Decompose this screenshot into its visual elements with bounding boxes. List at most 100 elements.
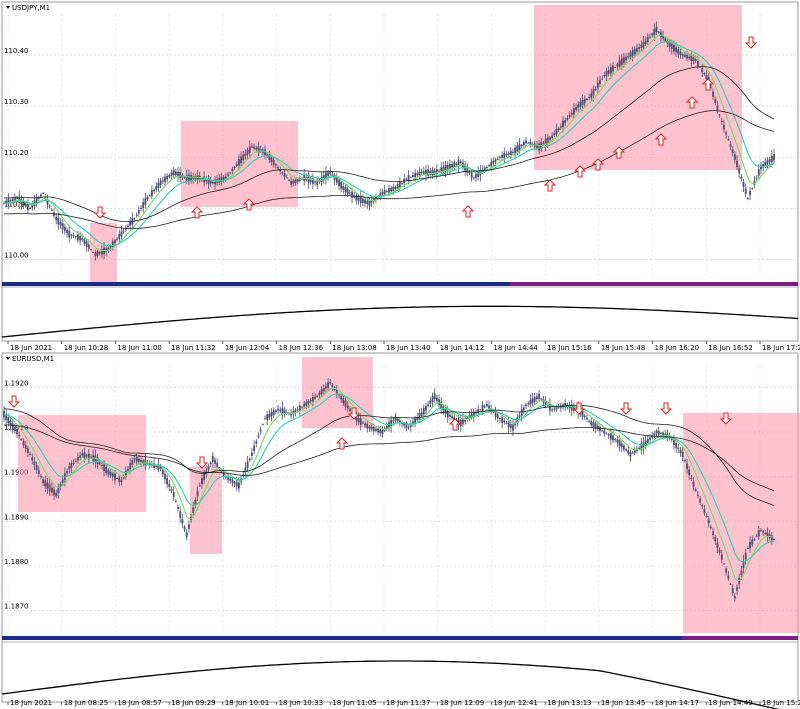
candle-body bbox=[418, 413, 421, 420]
candle-body bbox=[235, 481, 238, 487]
candle-body bbox=[549, 404, 551, 411]
candle-body bbox=[603, 430, 606, 434]
candle-body bbox=[668, 42, 671, 47]
candle-body bbox=[124, 470, 127, 477]
candle-body bbox=[657, 430, 660, 435]
candle-body bbox=[185, 532, 188, 538]
candle-body bbox=[629, 52, 632, 58]
ema-slow-line bbox=[3, 393, 775, 563]
candle-body bbox=[435, 397, 438, 401]
candle-body bbox=[3, 203, 5, 205]
candle-body bbox=[142, 460, 145, 464]
buy-arrow-icon bbox=[461, 205, 475, 218]
candle-body bbox=[187, 174, 190, 181]
candle-body bbox=[633, 48, 636, 55]
candle-body bbox=[194, 499, 197, 505]
candle-body bbox=[568, 115, 571, 118]
candle-body bbox=[355, 416, 358, 421]
candle-body bbox=[701, 68, 704, 73]
candle-body bbox=[729, 143, 732, 147]
candle-body bbox=[74, 460, 77, 462]
candle-body bbox=[114, 473, 116, 480]
candle-body bbox=[222, 176, 225, 181]
candle-body bbox=[13, 426, 16, 432]
candle-body bbox=[446, 410, 449, 418]
candle-body bbox=[298, 177, 301, 181]
candle-body bbox=[570, 404, 573, 411]
candle-body bbox=[214, 179, 216, 185]
candle-body bbox=[514, 422, 517, 426]
candle-body bbox=[755, 177, 758, 179]
y-tick-label: 110.20 bbox=[4, 149, 29, 157]
candle-body bbox=[570, 112, 573, 115]
candle-body bbox=[214, 459, 216, 464]
candle-body bbox=[57, 487, 60, 493]
highlight-zone bbox=[18, 415, 146, 512]
candle-body bbox=[22, 201, 25, 206]
candle-body bbox=[268, 154, 271, 160]
candle-body bbox=[538, 393, 540, 399]
candle-body bbox=[546, 137, 549, 143]
candle-body bbox=[357, 417, 360, 423]
candle-body bbox=[135, 214, 138, 216]
candle-body bbox=[279, 409, 282, 412]
candle-body bbox=[485, 404, 488, 407]
candle-body bbox=[566, 117, 569, 120]
candle-body bbox=[37, 197, 40, 199]
candle-body bbox=[692, 57, 695, 61]
candle-body bbox=[720, 554, 723, 560]
buy-arrow-icon bbox=[701, 78, 715, 91]
candle-body bbox=[44, 196, 47, 198]
candle-body bbox=[229, 478, 232, 481]
candle-body bbox=[625, 449, 627, 451]
x-tick-label: 18 Jun 09:29 bbox=[171, 699, 215, 707]
candle-body bbox=[33, 461, 36, 466]
panel-frame bbox=[1, 1, 799, 342]
candle-body bbox=[616, 63, 619, 67]
candle-body bbox=[499, 156, 501, 158]
candle-body bbox=[588, 97, 591, 99]
candle-body bbox=[599, 426, 601, 432]
candle-body bbox=[503, 152, 506, 159]
candle-body bbox=[98, 462, 101, 465]
candle-body bbox=[623, 57, 625, 63]
candle-body bbox=[586, 98, 588, 100]
candle-body bbox=[720, 120, 723, 123]
candle-body bbox=[449, 163, 451, 170]
candle-body bbox=[248, 458, 251, 461]
candle-body bbox=[251, 146, 253, 148]
buy-arrow-icon bbox=[190, 206, 204, 219]
candle-body bbox=[329, 170, 332, 175]
candle-body bbox=[438, 399, 440, 406]
candle-body bbox=[701, 505, 704, 507]
y-tick-label: 1.1900 bbox=[4, 469, 29, 477]
candle-body bbox=[111, 473, 114, 477]
candle-body bbox=[231, 168, 234, 172]
x-tick-label: 18 Jun 12:36 bbox=[279, 344, 324, 352]
candle-body bbox=[459, 161, 462, 164]
candle-body bbox=[475, 174, 477, 178]
candle-body bbox=[438, 170, 440, 172]
oscillator-line bbox=[1, 660, 780, 709]
candle-body bbox=[444, 408, 447, 415]
candle-body bbox=[137, 458, 140, 462]
candle-body bbox=[53, 212, 55, 217]
candle-body bbox=[627, 450, 630, 454]
candle-body bbox=[710, 526, 712, 528]
candle-body bbox=[616, 439, 619, 443]
candle-body bbox=[723, 563, 725, 565]
candle-body bbox=[309, 399, 312, 402]
candle-body bbox=[109, 245, 112, 248]
candle-body bbox=[203, 473, 206, 480]
candle-body bbox=[479, 409, 482, 411]
candle-body bbox=[111, 241, 114, 247]
candle-body bbox=[294, 409, 297, 413]
sell-arrow-icon bbox=[659, 402, 673, 415]
candle-body bbox=[740, 176, 743, 179]
candle-body bbox=[731, 149, 734, 154]
candle-body bbox=[572, 405, 575, 411]
candle-body bbox=[392, 420, 395, 422]
candle-body bbox=[174, 171, 177, 176]
candle-body bbox=[477, 171, 480, 177]
candle-body bbox=[24, 203, 27, 207]
